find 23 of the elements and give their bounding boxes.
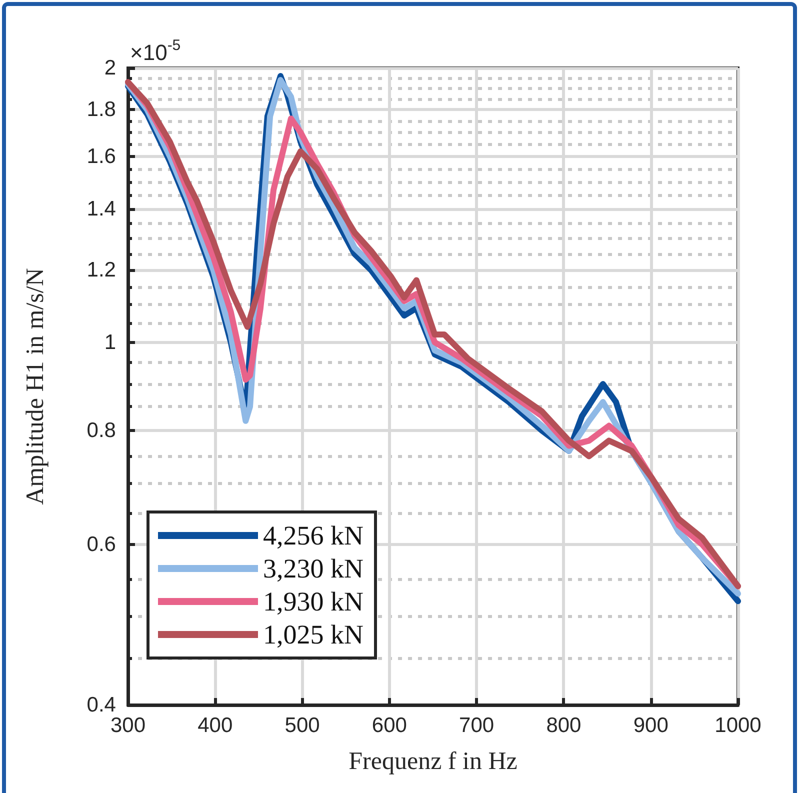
legend-label: 3,230 kN (263, 554, 364, 584)
x-tick-label: 900 (633, 714, 668, 737)
y-tick-label: 1 (104, 330, 116, 354)
x-tick-label: 300 (110, 714, 146, 737)
y-tick-label: 0.6 (86, 533, 116, 556)
y-tick-label: 1.8 (86, 98, 116, 122)
legend-label: 4,256 kN (263, 520, 364, 550)
x-tick-label: 800 (546, 714, 582, 737)
x-tick-label: 500 (284, 714, 320, 737)
y-axis-title: Amplitude H1 in m/s/N (22, 268, 49, 505)
legend-label: 1,930 kN (263, 586, 364, 616)
y-tick-label: 1.2 (86, 258, 116, 282)
y-tick-label: 0.4 (86, 694, 116, 716)
x-tick-label: 700 (459, 714, 494, 737)
legend-label: 1,025 kN (263, 620, 364, 650)
x-tick-label: 600 (372, 714, 407, 737)
x-axis-title: Frequenz f in Hz (348, 748, 518, 775)
y-tick-label: 1.4 (86, 198, 116, 221)
x-tick-label: 1000 (714, 714, 762, 737)
x-tick-label: 400 (198, 714, 233, 737)
y-tick-label: 2 (104, 56, 116, 80)
y-tick-label: 1.6 (86, 144, 116, 168)
y-tick-label: 0.8 (86, 419, 116, 442)
